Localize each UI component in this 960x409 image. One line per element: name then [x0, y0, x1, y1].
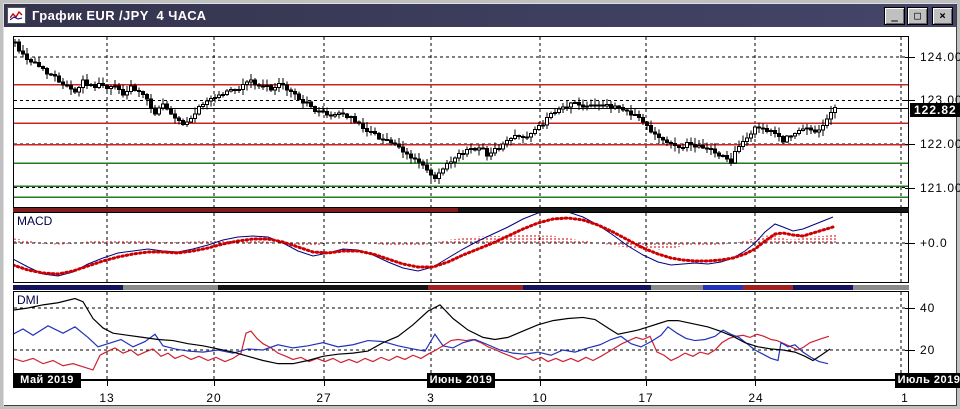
price-axis-tick [905, 144, 915, 145]
time-axis-tick [540, 380, 541, 386]
ribbon-segment [651, 285, 703, 290]
ribbon-segment [703, 285, 743, 290]
ribbon-segment [743, 285, 793, 290]
macd-panel[interactable] [13, 212, 909, 283]
month-label-box: Май 2019 [13, 373, 81, 388]
price-axis-tick [905, 188, 915, 189]
price-axis-label: 122.00 [920, 137, 960, 151]
dmi-axis-label: 20 [920, 343, 936, 357]
time-tick-label: 27 [316, 391, 332, 405]
time-axis-tick [214, 380, 215, 386]
titlebar[interactable]: График EUR /JPY 4 ЧАСА _ □ × [4, 4, 956, 27]
time-tick-label: 17 [638, 391, 654, 405]
price-axis-tick [905, 100, 915, 101]
macd-label: MACD [17, 214, 53, 228]
current-price-badge: 122.82 [910, 103, 960, 117]
ribbon-segment [428, 285, 523, 290]
time-tick-label: 13 [99, 391, 115, 405]
window-title: График EUR /JPY 4 ЧАСА [32, 8, 207, 23]
time-tick-label: 10 [532, 391, 548, 405]
maximize-button[interactable]: □ [907, 6, 928, 25]
time-tick-label: 1 [901, 391, 909, 405]
macd-axis-tick [905, 243, 915, 244]
time-axis-tick [107, 380, 108, 386]
dmi-label: DMI [17, 293, 39, 307]
price-axis-label: 121.00 [920, 181, 960, 195]
macd-axis-label: +0.0 [920, 236, 948, 250]
time-tick-label: 24 [748, 391, 764, 405]
ribbon-segment [218, 285, 428, 290]
dmi-axis-tick [905, 350, 915, 351]
ribbon-segment [793, 285, 853, 290]
close-button[interactable]: × [932, 6, 953, 25]
price-chart-panel[interactable] [13, 36, 909, 208]
chart-app-icon [7, 7, 26, 24]
time-axis-tick [755, 380, 756, 386]
time-axis-tick [324, 380, 325, 386]
ribbon-segment [853, 285, 909, 290]
dmi-panel[interactable] [13, 291, 909, 380]
ribbon-segment [13, 285, 123, 290]
ribbon-segment [523, 285, 651, 290]
minimize-button[interactable]: _ [884, 6, 905, 25]
indicator-ribbon [13, 208, 909, 212]
indicator-ribbon [13, 285, 909, 290]
ribbon-segment [458, 208, 909, 212]
ribbon-segment [13, 208, 458, 212]
time-tick-label: 20 [206, 391, 222, 405]
ribbon-segment [123, 285, 218, 290]
dmi-axis-tick [905, 308, 915, 309]
month-label-box: Июль 2019 [895, 373, 960, 388]
time-axis-tick [646, 380, 647, 386]
dmi-axis-label: 40 [920, 301, 936, 315]
month-label-box: Июнь 2019 [427, 373, 495, 388]
price-axis-tick [905, 57, 915, 58]
time-tick-label: 3 [427, 391, 435, 405]
price-axis-label: 124.00 [920, 50, 960, 64]
